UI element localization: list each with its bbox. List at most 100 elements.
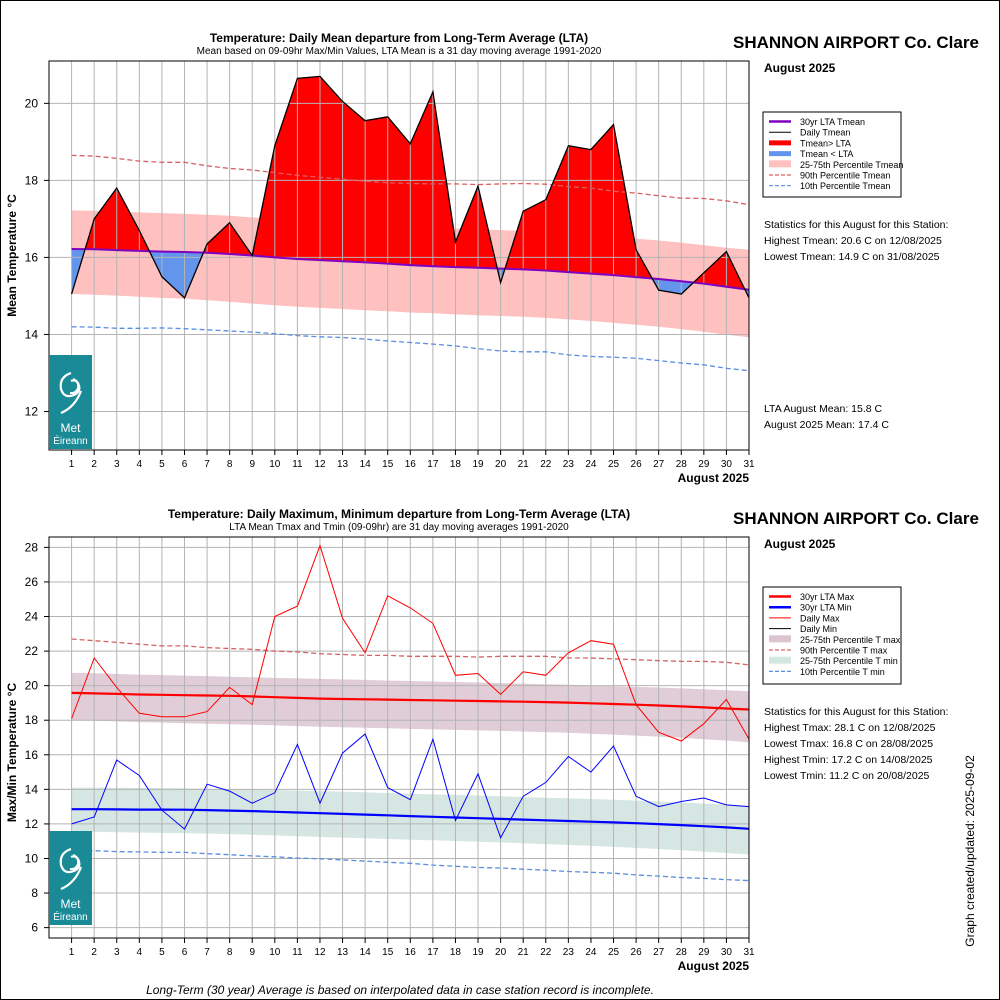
x-tick-label-1-22: 22 (540, 459, 552, 470)
station-name-1: SHANNON AIRPORT Co. Clare (733, 33, 979, 52)
logo-text-eireann: Éireann (53, 910, 87, 923)
x-tick-label-1-20: 20 (495, 459, 507, 470)
logo-text-eireann: Éireann (53, 434, 87, 447)
y-tick-label-2-14: 14 (25, 782, 39, 796)
x-tick-label-2-13: 13 (337, 947, 349, 958)
legend-label-1-4: Tmean < LTA (800, 149, 853, 159)
x-tick-label-1-4: 4 (137, 459, 143, 470)
legend-label-1-7: 10th Percentile Tmean (800, 181, 890, 191)
chart-title-1: Temperature: Daily Mean departure from L… (210, 31, 588, 45)
chart-subtitle-1: Mean based on 09-09hr Max/Min Values, LT… (197, 46, 602, 57)
y-tick-label-2-8: 8 (31, 886, 38, 900)
x-tick-label-2-14: 14 (360, 947, 372, 958)
y-tick-label-2-20: 20 (25, 679, 39, 693)
x-tick-label-1-5: 5 (159, 459, 165, 470)
x-tick-label-2-7: 7 (204, 947, 210, 958)
x-tick-label-1-31: 31 (743, 459, 755, 470)
x-tick-label-2-21: 21 (518, 947, 530, 958)
legend-label-2-1: 30yr LTA Max (800, 592, 855, 602)
fill-above-lta-14-0 (364, 116, 388, 264)
x-tick-label-1-3: 3 (114, 459, 120, 470)
y-tick-label-1-14: 14 (25, 327, 39, 341)
stats-lta-mean: LTA August Mean: 15.8 C (764, 403, 883, 415)
x-tick-label-1-6: 6 (182, 459, 188, 470)
logo-text-met: Met (60, 897, 81, 911)
logo-background (49, 355, 92, 449)
x-tick-label-1-26: 26 (631, 459, 643, 470)
line-daily-min (71, 733, 750, 840)
logo-background (49, 831, 92, 925)
legend-label-2-3: Daily Max (800, 613, 840, 623)
x-tick-label-1-12: 12 (314, 459, 326, 470)
x-tick-label-2-10: 10 (269, 947, 281, 958)
legend-swatch-1-5 (769, 160, 791, 168)
line-lta-tmean (71, 248, 750, 291)
x-tick-label-1-18: 18 (450, 459, 462, 470)
x-tick-label-1-29: 29 (698, 459, 710, 470)
fill-above-lta-24-0 (590, 124, 614, 276)
footer-note: Long-Term (30 year) Average is based on … (146, 983, 654, 997)
x-tick-label-1-10: 10 (269, 459, 281, 470)
x-tick-label-1-24: 24 (585, 459, 597, 470)
x-tick-label-1-9: 9 (249, 459, 255, 470)
stats-month-mean: August 2025 Mean: 17.4 C (764, 419, 889, 431)
x-tick-label-1-14: 14 (360, 459, 372, 470)
line-lta-min (71, 808, 750, 830)
legend-box-2 (762, 586, 902, 685)
stats-heading-2: Statistics for this August for this Stat… (764, 706, 949, 718)
chart-panel-2: Temperature: Daily Maximum, Minimum depa… (5, 507, 979, 973)
x-tick-label-1-25: 25 (608, 459, 620, 470)
x-tick-label-2-23: 23 (563, 947, 575, 958)
x-tick-label-2-25: 25 (608, 947, 620, 958)
legend-label-2-5: 25-75th Percentile T max (800, 635, 901, 645)
legend-label-1-6: 90th Percentile Tmean (800, 171, 890, 181)
x-tick-label-2-30: 30 (721, 947, 733, 958)
x-tick-label-1-8: 8 (227, 459, 233, 470)
x-tick-label-2-12: 12 (314, 947, 326, 958)
x-tick-label-2-9: 9 (249, 947, 255, 958)
x-tick-label-2-15: 15 (382, 947, 394, 958)
period-label-2: August 2025 (764, 537, 836, 551)
y-tick-label-2-12: 12 (25, 817, 39, 831)
y-tick-label-1-18: 18 (25, 173, 39, 187)
x-tick-label-2-17: 17 (427, 947, 439, 958)
legend-label-2-7: 25-75th Percentile T min (800, 656, 898, 666)
x-tick-label-2-19: 19 (472, 947, 484, 958)
y-tick-label-1-12: 12 (25, 404, 39, 418)
x-tick-label-1-28: 28 (676, 459, 688, 470)
x-tick-label-2-27: 27 (653, 947, 665, 958)
y-axis-label-1: Mean Temperature °C (5, 194, 19, 317)
legend-label-2-2: 30yr LTA Min (800, 603, 852, 613)
y-tick-label-2-16: 16 (25, 748, 39, 762)
legend-swatch-2-7 (769, 656, 791, 664)
y-tick-label-2-6: 6 (31, 921, 38, 935)
x-tick-label-2-11: 11 (292, 947, 303, 958)
line-p10-tmin (71, 850, 750, 882)
stats-line-lowest-tmin: Lowest Tmin: 11.2 C on 20/08/2025 (764, 770, 930, 782)
logo-text-met: Met (60, 421, 81, 435)
x-tick-label-2-16: 16 (405, 947, 417, 958)
x-tick-label-1-11: 11 (292, 459, 303, 470)
logo-tail (60, 390, 83, 415)
logo-swirl-inner (69, 378, 80, 395)
x-tick-label-1-7: 7 (204, 459, 210, 470)
station-name-2: SHANNON AIRPORT Co. Clare (733, 509, 979, 528)
fill-above-lta-23-0 (568, 145, 592, 274)
x-tick-label-1-30: 30 (721, 459, 733, 470)
period-label-1: August 2025 (764, 61, 836, 75)
x-tick-label-2-2: 2 (91, 947, 97, 958)
x-tick-label-2-3: 3 (114, 947, 120, 958)
x-tick-label-1-21: 21 (518, 459, 530, 470)
line-daily-tmean (70, 75, 750, 300)
x-tick-label-2-4: 4 (137, 947, 143, 958)
x-tick-label-2-20: 20 (495, 947, 507, 958)
logo-swirl-inner (69, 854, 80, 871)
plot-frame-1 (48, 60, 750, 451)
x-axis-label-2: August 2025 (678, 959, 750, 973)
legend-swatch-2-5 (769, 635, 791, 643)
x-tick-label-2-24: 24 (585, 947, 597, 958)
fill-above-lta-13-0 (342, 101, 366, 263)
x-tick-label-2-26: 26 (631, 947, 643, 958)
